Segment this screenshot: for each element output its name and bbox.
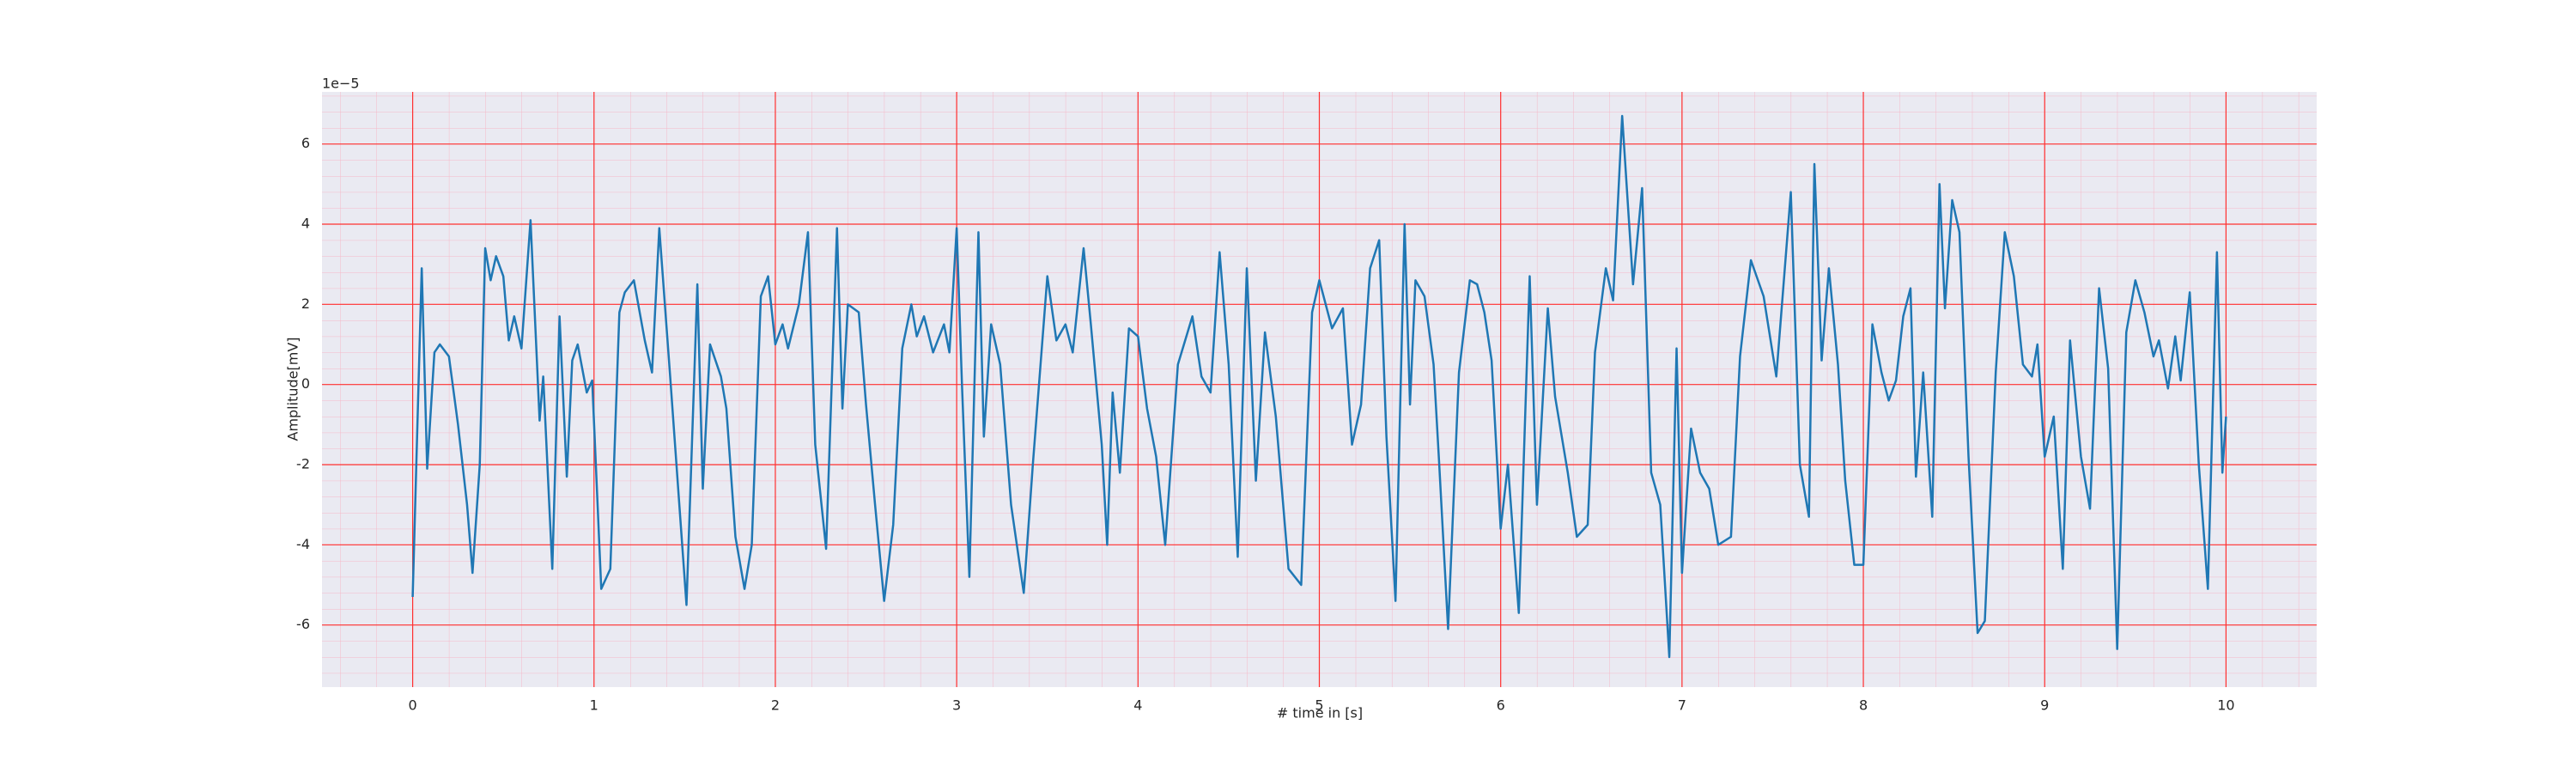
x-tick-label: 0 xyxy=(408,697,416,714)
y-tick-label: 6 xyxy=(301,135,310,151)
x-tick-label: 6 xyxy=(1497,697,1505,714)
x-axis-label: # time in [s] xyxy=(1277,705,1363,721)
x-tick-label: 5 xyxy=(1315,697,1323,714)
y-tick-label: 0 xyxy=(301,375,310,392)
x-tick-label: 7 xyxy=(1678,697,1686,714)
x-tick-label: 2 xyxy=(771,697,780,714)
x-tick-label: 4 xyxy=(1133,697,1142,714)
y-tick-label: -2 xyxy=(296,456,310,472)
y-offset-label: 1e−5 xyxy=(322,76,360,92)
y-axis-label: Amplitude[mV] xyxy=(285,337,301,441)
x-tick-label: 3 xyxy=(952,697,961,714)
x-tick-label: 1 xyxy=(590,697,598,714)
y-tick-label: 4 xyxy=(301,216,310,232)
x-tick-label: 8 xyxy=(1859,697,1868,714)
y-tick-label: 2 xyxy=(301,295,310,312)
y-tick-label: -4 xyxy=(296,536,310,552)
x-tick-label: 9 xyxy=(2040,697,2049,714)
y-tick-label: -6 xyxy=(296,616,310,632)
x-tick-label: 10 xyxy=(2217,697,2234,714)
signal-line xyxy=(411,114,2227,659)
